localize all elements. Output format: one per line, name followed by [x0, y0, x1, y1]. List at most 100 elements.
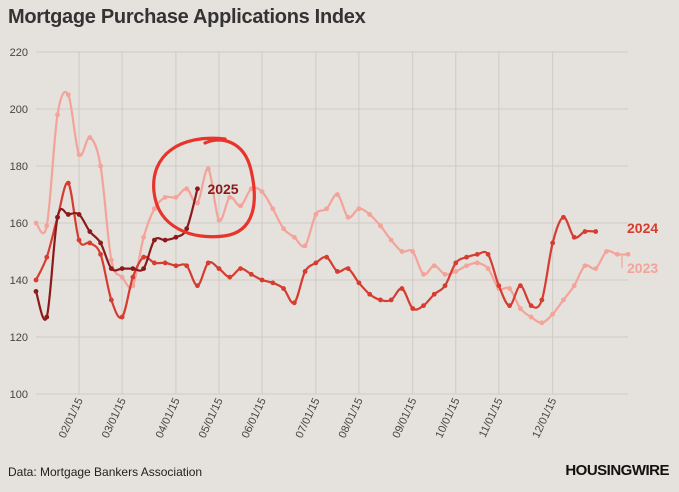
data-point-2023: [162, 194, 168, 200]
data-point-2025: [162, 237, 168, 243]
series-label-2024: 2024: [627, 220, 658, 236]
y-tick-label: 160: [10, 218, 28, 230]
x-tick-label: 06/01/15: [240, 396, 269, 440]
data-point-2023: [388, 237, 394, 243]
data-point-2023: [582, 263, 588, 269]
y-tick-label: 120: [10, 332, 28, 344]
data-point-2025: [141, 266, 147, 271]
data-point-2024: [378, 297, 383, 303]
x-tick-label: 04/01/15: [154, 396, 183, 440]
data-point-2023: [517, 306, 523, 311]
data-point-2023: [485, 266, 491, 271]
data-point-2025: [87, 229, 93, 234]
y-tick-label: 180: [10, 161, 28, 173]
data-point-2023: [173, 194, 179, 200]
x-tick-label: 12/01/15: [530, 396, 559, 440]
data-point-2025: [44, 314, 50, 320]
data-point-2023: [507, 286, 512, 291]
data-point-2023: [399, 249, 405, 254]
data-point-2024: [302, 269, 308, 274]
data-point-2023: [195, 200, 200, 206]
data-point-2024: [324, 254, 330, 260]
series-label-2023: 2023: [627, 260, 658, 276]
data-point-2023: [141, 234, 147, 240]
data-point-2023: [108, 257, 114, 263]
data-point-2024: [76, 237, 82, 243]
x-tick-label: 05/01/15: [197, 396, 226, 440]
data-point-2023: [270, 206, 276, 212]
data-point-2023: [334, 192, 340, 197]
data-point-2023: [604, 249, 609, 254]
data-point-2024: [216, 266, 222, 271]
data-point-2024: [507, 303, 512, 309]
data-point-2024: [593, 229, 599, 234]
data-point-2023: [313, 212, 319, 217]
data-point-2024: [33, 277, 39, 283]
data-point-2024: [528, 303, 534, 309]
data-point-2024: [248, 271, 254, 277]
data-point-2023: [227, 194, 233, 200]
series-line-2025: [34, 188, 199, 321]
data-point-2023: [442, 271, 448, 277]
data-point-2023: [291, 234, 297, 240]
data-point-2024: [539, 297, 545, 303]
x-tick-label: 08/01/15: [337, 396, 366, 440]
data-point-2023: [87, 135, 93, 140]
data-point-2023: [259, 189, 265, 195]
data-point-2024: [152, 260, 157, 266]
data-point-2024: [474, 251, 480, 257]
data-point-2024: [313, 260, 319, 266]
data-point-2023: [356, 206, 362, 212]
data-point-2025: [184, 226, 190, 232]
data-point-2024: [108, 297, 114, 303]
y-tick-label: 220: [10, 47, 28, 59]
data-point-2024: [453, 260, 459, 266]
data-point-2023: [431, 263, 437, 269]
x-axis: 02/01/15 03/01/15 04/01/15 05/01/15 06/01/15…: [57, 396, 560, 440]
highlight-circle-stroke: [152, 136, 256, 239]
data-point-2023: [410, 249, 416, 254]
y-tick-label: 100: [10, 389, 28, 401]
data-point-2024: [410, 306, 416, 311]
data-point-2023: [44, 223, 50, 229]
series-labels: 2025 2024 2023: [207, 181, 658, 276]
data-point-2025: [55, 214, 60, 220]
data-point-2023: [378, 223, 383, 229]
data-point-2025: [108, 266, 114, 271]
data-point-2024: [98, 251, 103, 257]
data-point-2025: [98, 240, 103, 246]
data-point-2023: [302, 243, 308, 249]
data-point-2023: [474, 260, 480, 266]
data-point-2024: [485, 251, 491, 257]
data-point-2024: [259, 277, 265, 283]
data-point-2024: [184, 263, 190, 269]
gridlines: [36, 51, 628, 395]
data-point-2024: [571, 234, 577, 240]
data-point-2023: [561, 297, 566, 303]
data-point-2024: [65, 180, 71, 186]
data-point-2024: [334, 269, 340, 274]
data-point-2024: [582, 229, 588, 234]
data-point-2024: [173, 263, 179, 269]
data-point-2024: [345, 266, 351, 271]
data-point-2024: [87, 240, 93, 246]
data-point-2024: [195, 283, 200, 289]
data-point-2024: [141, 254, 147, 260]
data-point-2023: [184, 186, 190, 192]
data-point-2024: [291, 300, 297, 306]
series-label-2025: 2025: [207, 181, 238, 197]
data-point-2024: [205, 260, 211, 266]
data-point-2024: [130, 274, 136, 280]
data-point-2025: [33, 289, 39, 294]
data-point-2023: [119, 274, 125, 280]
data-point-2023: [238, 203, 243, 209]
data-point-2025: [173, 234, 179, 240]
data-point-2023: [625, 251, 631, 257]
data-point-2024: [367, 291, 373, 297]
data-point-2023: [33, 220, 39, 226]
x-tick-label: 11/01/15: [477, 396, 506, 439]
data-point-2023: [614, 251, 620, 257]
data-point-2024: [550, 240, 556, 246]
brand-logo: HOUSINGWIRE: [565, 462, 669, 479]
